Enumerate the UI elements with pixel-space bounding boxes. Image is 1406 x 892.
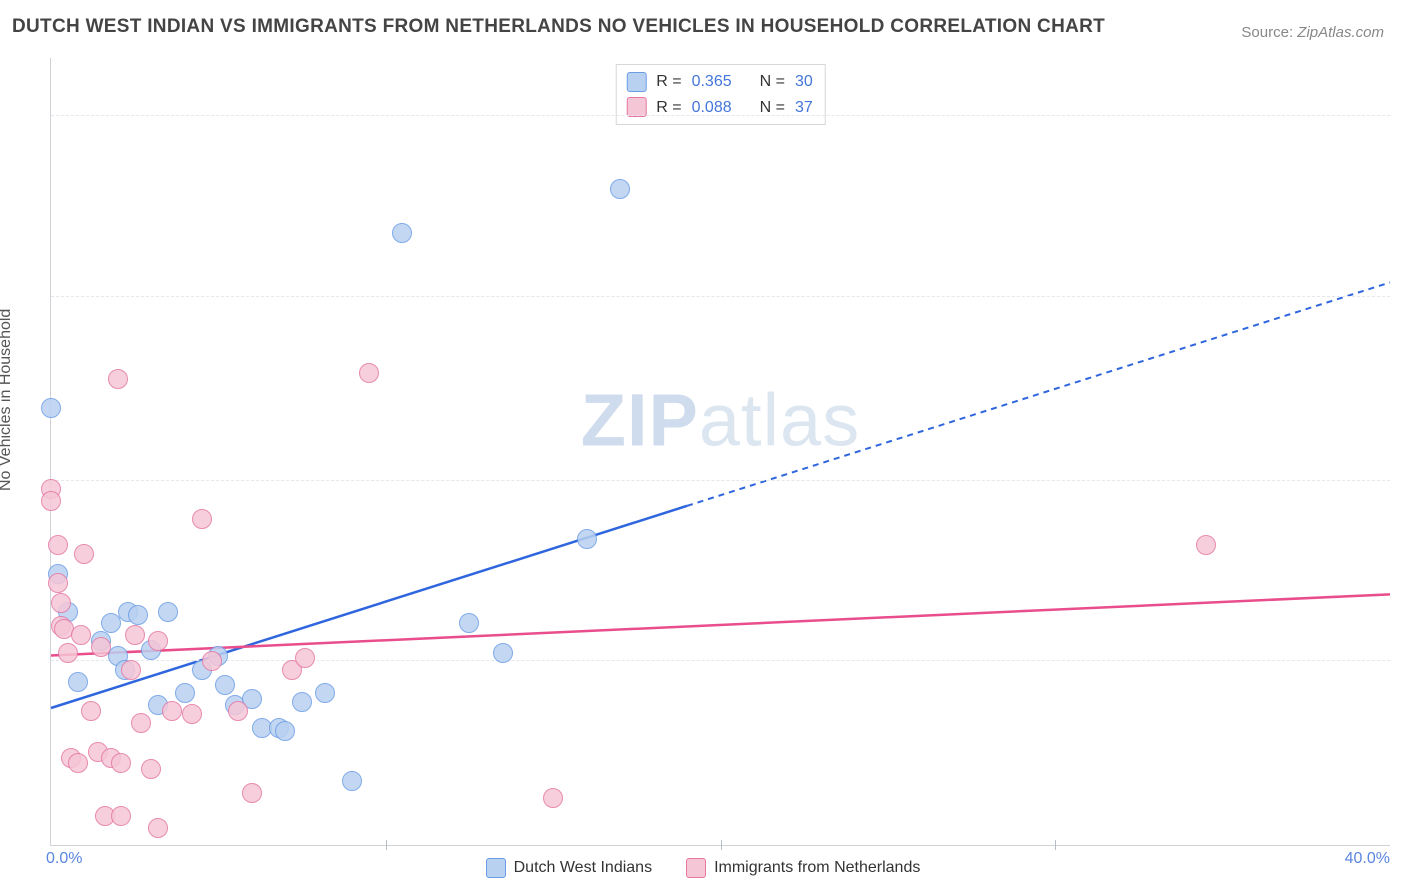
data-point: [162, 701, 182, 721]
gridline: [51, 660, 1390, 661]
data-point: [131, 713, 151, 733]
r-label: R =: [656, 95, 681, 121]
data-point: [493, 643, 513, 663]
data-point: [1196, 535, 1216, 555]
data-point: [58, 643, 78, 663]
data-point: [48, 535, 68, 555]
data-point: [242, 783, 262, 803]
data-point: [48, 573, 68, 593]
n-value: 37: [795, 95, 813, 121]
source-attribution: Source: ZipAtlas.com: [1241, 24, 1384, 41]
y-tick-label: 18.8%: [1398, 270, 1406, 288]
data-point: [359, 363, 379, 383]
data-point: [41, 491, 61, 511]
data-point: [125, 625, 145, 645]
data-point: [81, 701, 101, 721]
data-point: [74, 544, 94, 564]
correlation-row: R = 0.365 N = 30: [626, 69, 813, 95]
data-point: [111, 806, 131, 826]
data-point: [292, 692, 312, 712]
legend-swatch: [626, 72, 646, 92]
r-value: 0.088: [692, 95, 732, 121]
data-point: [71, 625, 91, 645]
data-point: [148, 631, 168, 651]
data-point: [275, 721, 295, 741]
data-point: [543, 788, 563, 808]
scatter-plot: ZIPatlas R = 0.365N = 30R = 0.088N = 37 …: [50, 58, 1390, 846]
data-point: [610, 179, 630, 199]
source-name: ZipAtlas.com: [1297, 24, 1384, 41]
page-title: DUTCH WEST INDIAN VS IMMIGRANTS FROM NET…: [12, 16, 1105, 38]
data-point: [577, 529, 597, 549]
correlation-row: R = 0.088 N = 37: [626, 95, 813, 121]
data-point: [228, 701, 248, 721]
series-legend: Dutch West Indians Immigrants from Nether…: [0, 858, 1406, 878]
x-tick: [721, 840, 722, 850]
data-point: [148, 818, 168, 838]
data-point: [128, 605, 148, 625]
data-point: [51, 593, 71, 613]
legend-item: Dutch West Indians: [486, 858, 652, 878]
gridline: [51, 296, 1390, 297]
data-point: [158, 602, 178, 622]
data-point: [342, 771, 362, 791]
y-tick-label: 6.3%: [1398, 634, 1406, 652]
data-point: [192, 509, 212, 529]
r-label: R =: [656, 69, 681, 95]
data-point: [108, 369, 128, 389]
data-point: [182, 704, 202, 724]
y-axis-label: No Vehicles in Household: [0, 308, 15, 490]
x-tick: [1055, 840, 1056, 850]
data-point: [68, 672, 88, 692]
data-point: [141, 759, 161, 779]
data-point: [68, 753, 88, 773]
data-point: [175, 683, 195, 703]
legend-label: Immigrants from Netherlands: [714, 859, 920, 877]
legend-swatch: [486, 858, 506, 878]
data-point: [121, 660, 141, 680]
data-point: [459, 613, 479, 633]
gridline: [51, 480, 1390, 481]
data-point: [295, 648, 315, 668]
data-point: [91, 637, 111, 657]
n-label: N =: [760, 95, 785, 121]
gridline: [51, 115, 1390, 116]
data-point: [202, 651, 222, 671]
data-point: [41, 398, 61, 418]
data-point: [392, 223, 412, 243]
data-point: [111, 753, 131, 773]
y-tick-label: 25.0%: [1398, 89, 1406, 107]
y-tick-label: 12.5%: [1398, 454, 1406, 472]
legend-label: Dutch West Indians: [514, 859, 652, 877]
n-value: 30: [795, 69, 813, 95]
source-prefix: Source:: [1241, 24, 1297, 41]
r-value: 0.365: [692, 69, 732, 95]
data-point: [315, 683, 335, 703]
data-point: [215, 675, 235, 695]
x-tick: [386, 840, 387, 850]
legend-item: Immigrants from Netherlands: [686, 858, 920, 878]
chart-area: ZIPatlas R = 0.365N = 30R = 0.088N = 37 …: [50, 58, 1390, 846]
legend-swatch: [686, 858, 706, 878]
n-label: N =: [760, 69, 785, 95]
